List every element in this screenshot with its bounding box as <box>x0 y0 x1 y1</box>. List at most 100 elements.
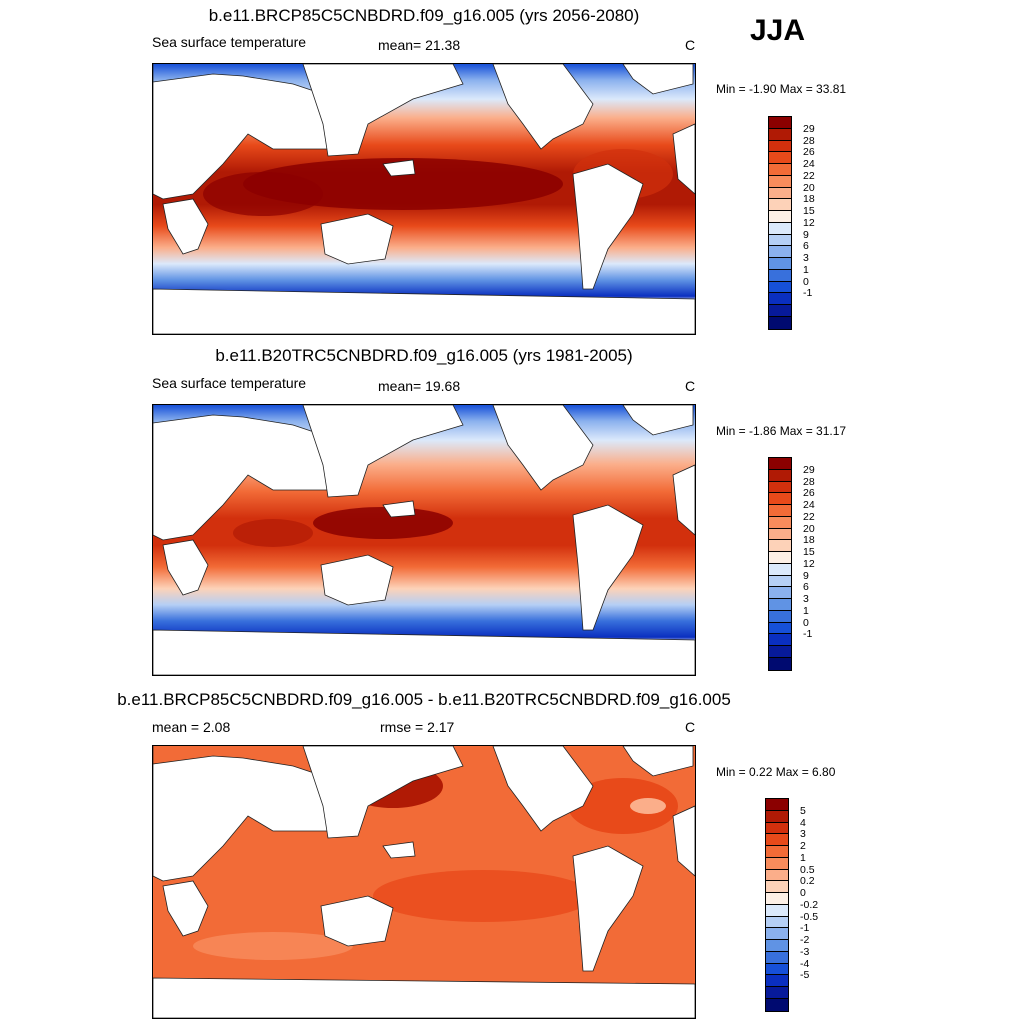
colorbar-tick-label: 24 <box>803 499 815 511</box>
colorbar-swatch <box>769 246 791 258</box>
colorbar-tick-label: 0.5 <box>800 863 815 876</box>
colorbar-swatch <box>769 187 791 200</box>
colorbar-tick-label: 12 <box>803 216 815 229</box>
colorbar-swatch <box>769 505 791 517</box>
colorbar-swatch <box>766 881 788 893</box>
colorbar-swatch <box>769 234 791 247</box>
colorbar-swatch <box>766 963 788 976</box>
panel-2-colorbar <box>768 457 792 671</box>
colorbar-swatch <box>766 810 788 823</box>
panel-3-sst-difference-field <box>153 746 695 1018</box>
colorbar-swatch <box>769 610 791 623</box>
colorbar-tick-label: 5 <box>800 804 806 817</box>
colorbar-swatch <box>766 904 788 917</box>
colorbar-tick-label: 26 <box>803 146 815 159</box>
colorbar-swatch <box>769 258 791 270</box>
panel-2-map <box>152 404 696 676</box>
panel-1-mean: mean= 21.38 <box>378 37 461 53</box>
colorbar-tick-label: 22 <box>803 169 815 182</box>
colorbar-tick-label: -2 <box>800 934 810 946</box>
colorbar-swatch <box>769 540 791 552</box>
panel-1-title: b.e11.BRCP85C5CNBDRD.f09_g16.005 (yrs 20… <box>208 6 640 25</box>
colorbar-tick-label: -1 <box>800 922 810 935</box>
colorbar-tick-label: 20 <box>803 522 815 535</box>
colorbar-tick-label: 22 <box>803 510 815 523</box>
colorbar-tick-label: 0 <box>803 275 809 288</box>
colorbar-swatch <box>769 128 791 141</box>
colorbar-tick-label: 18 <box>803 193 815 206</box>
panel-1-variable-label: Sea surface temperature <box>152 34 307 50</box>
colorbar-swatch <box>769 152 791 164</box>
colorbar-tick-label: 1 <box>803 604 809 617</box>
colorbar-swatch <box>769 599 791 611</box>
colorbar-tick-label: 9 <box>803 228 809 241</box>
panel-2-title: b.e11.B20TRC5CNBDRD.f09_g16.005 (yrs 198… <box>215 346 633 365</box>
colorbar-swatch <box>769 293 791 305</box>
season-label: JJA <box>750 14 806 47</box>
colorbar-tick-label: 26 <box>803 487 815 500</box>
panel-1-sst-field <box>153 64 695 334</box>
colorbar-tick-label: 24 <box>803 158 815 170</box>
colorbar-swatch <box>769 316 791 329</box>
colorbar-tick-label: 3 <box>803 252 809 264</box>
panel-2-minmax: Min = -1.86 Max = 31.17 <box>716 424 847 438</box>
panel-3-rmse: rmse = 2.17 <box>380 719 455 735</box>
colorbar-tick-label: 15 <box>803 205 815 217</box>
colorbar-tick-label: -5 <box>800 969 810 982</box>
colorbar-tick-label: -4 <box>800 957 810 970</box>
colorbar-swatch <box>766 857 788 870</box>
colorbar-swatch <box>766 846 788 858</box>
colorbar-swatch <box>766 916 788 929</box>
colorbar-swatch <box>769 587 791 599</box>
panel-1-colorbar <box>768 116 792 330</box>
colorbar-swatch <box>769 199 791 211</box>
panel-3-units: C <box>685 719 696 735</box>
panel-3-map <box>152 745 696 1019</box>
colorbar-swatch <box>769 117 791 129</box>
colorbar-swatch <box>766 951 788 964</box>
panel-3-mean: mean = 2.08 <box>152 719 231 735</box>
colorbar-swatch <box>766 869 788 882</box>
panel-3-minmax: Min = 0.22 Max = 6.80 <box>716 765 836 779</box>
colorbar-tick-label: 3 <box>800 828 806 841</box>
colorbar-swatch <box>769 469 791 482</box>
colorbar-tick-label: 29 <box>803 122 815 135</box>
colorbar-swatch <box>766 975 788 987</box>
colorbar-swatch <box>769 622 791 635</box>
colorbar-tick-label: 4 <box>800 816 806 829</box>
colorbar-swatch <box>769 646 791 658</box>
panel-2-units: C <box>685 378 696 394</box>
panel-1-units: C <box>685 37 696 53</box>
colorbar-tick-label: 28 <box>803 134 815 147</box>
colorbar-swatch <box>769 164 791 176</box>
colorbar-swatch <box>769 634 791 646</box>
colorbar-tick-label: -1 <box>803 628 813 641</box>
colorbar-swatch <box>769 528 791 541</box>
colorbar-swatch <box>769 175 791 188</box>
panel-2-variable-label: Sea surface temperature <box>152 375 307 391</box>
colorbar-swatch <box>766 893 788 905</box>
colorbar-swatch <box>766 799 788 811</box>
colorbar-swatch <box>769 458 791 470</box>
colorbar-tick-label: 0 <box>803 616 809 629</box>
panel-1-map <box>152 63 696 335</box>
colorbar-swatch <box>769 575 791 588</box>
colorbar-tick-label: 15 <box>803 546 815 558</box>
colorbar-swatch <box>766 940 788 952</box>
colorbar-tick-label: 1 <box>803 263 809 276</box>
colorbar-swatch <box>766 822 788 835</box>
colorbar-swatch <box>766 998 788 1011</box>
colorbar-swatch <box>769 481 791 494</box>
colorbar-tick-label: 12 <box>803 557 815 570</box>
colorbar-swatch <box>766 834 788 846</box>
panel-2-mean: mean= 19.68 <box>378 378 461 394</box>
colorbar-tick-label: -0.2 <box>800 898 819 911</box>
colorbar-tick-label: 9 <box>803 569 809 582</box>
colorbar-tick-label: -0.5 <box>800 910 819 923</box>
colorbar-swatch <box>769 211 791 223</box>
colorbar-tick-label: 3 <box>803 593 809 605</box>
colorbar-tick-label: 6 <box>803 581 809 594</box>
colorbar-tick-label: 0.2 <box>800 875 815 888</box>
colorbar-tick-label: 0 <box>800 887 806 899</box>
colorbar-swatch <box>769 516 791 529</box>
